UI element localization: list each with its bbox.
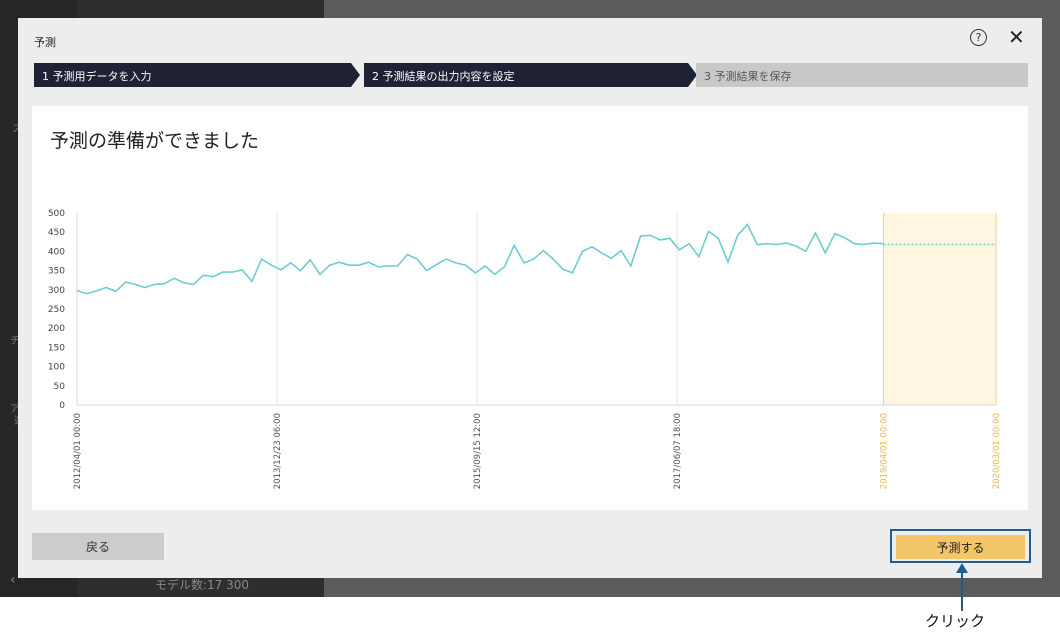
y-tick-label: 150	[48, 343, 65, 353]
forecast-chart: 0 50 100 150 200 250 300 350 400 450 500 2012/04/01…	[48, 209, 1002, 489]
step-1-shape	[34, 63, 360, 87]
step-1-label: 1 予測用データを入力	[42, 70, 152, 83]
y-tick-label: 200	[48, 324, 65, 334]
step-1-bg	[34, 63, 360, 87]
series-line	[76, 223, 884, 295]
y-tick-label: 0	[59, 401, 65, 411]
step-2-label: 2 予測結果の出力内容を設定	[372, 70, 515, 83]
y-tick-label: 350	[48, 267, 65, 277]
y-tick-label: 500	[48, 209, 65, 219]
y-tick-label: 100	[48, 363, 65, 373]
step-2-bg	[364, 63, 697, 87]
close-icon[interactable]: ✕	[1008, 25, 1025, 49]
bg-label-fragment: ア	[10, 404, 20, 415]
predict-dialog: 予測 ? ✕ 1 予測用データを入力 2 予測結果の出力内容を設定 3 予測結果…	[18, 18, 1042, 578]
step-3: 3 予測結果を保存	[696, 63, 1028, 87]
predict-button[interactable]: 予測する	[896, 535, 1025, 559]
dialog-title: 予測	[34, 36, 56, 49]
step-2-shape	[364, 63, 697, 87]
back-button[interactable]: 戻る	[32, 533, 164, 560]
x-tick-label: 2012/04/01 00:00	[73, 413, 83, 489]
bg-label-fragment: チ	[10, 336, 20, 347]
y-tick-label: 250	[48, 305, 65, 315]
y-tick-label: 400	[48, 247, 65, 257]
result-panel: 予測の準備ができました 0 50 100 150 200 250 300 350 400 450 5…	[32, 106, 1028, 510]
model-count-text: モデル数:17 300	[155, 578, 250, 592]
step-indicator: 1 予測用データを入力 2 予測結果の出力内容を設定 3 予測結果を保存	[34, 63, 1028, 87]
panel-title: 予測の準備ができました	[50, 130, 260, 152]
x-tick-label: 2015/09/15 12:00	[473, 413, 483, 489]
step-3-label: 3 予測結果を保存	[704, 70, 792, 83]
forecast-region	[883, 213, 996, 405]
callout-arrow-icon	[956, 563, 968, 611]
x-tick-label: 2017/06/07 18:00	[673, 413, 683, 489]
x-tick-label: 2013/12/23 06:00	[273, 413, 283, 489]
callout-text: クリック	[925, 612, 986, 630]
y-tick-label: 300	[48, 286, 65, 296]
step-1: 1 予測用データを入力	[34, 63, 360, 87]
step-2: 2 予測結果の出力内容を設定	[364, 63, 697, 87]
x-tick-label: 2019/04/01 00:00	[879, 413, 889, 489]
step-3-bg	[696, 63, 1028, 87]
step-3-shape	[696, 63, 1028, 87]
x-tick-label: 2020/03/01 00:00	[992, 413, 1002, 489]
back-arrow-icon[interactable]: ‹	[10, 572, 16, 588]
highlight-box	[890, 529, 1031, 563]
help-icon[interactable]: ?	[970, 29, 987, 46]
y-tick-label: 50	[54, 382, 66, 392]
bg-label-fragment: ス	[12, 124, 22, 135]
y-tick-label: 450	[48, 228, 65, 238]
